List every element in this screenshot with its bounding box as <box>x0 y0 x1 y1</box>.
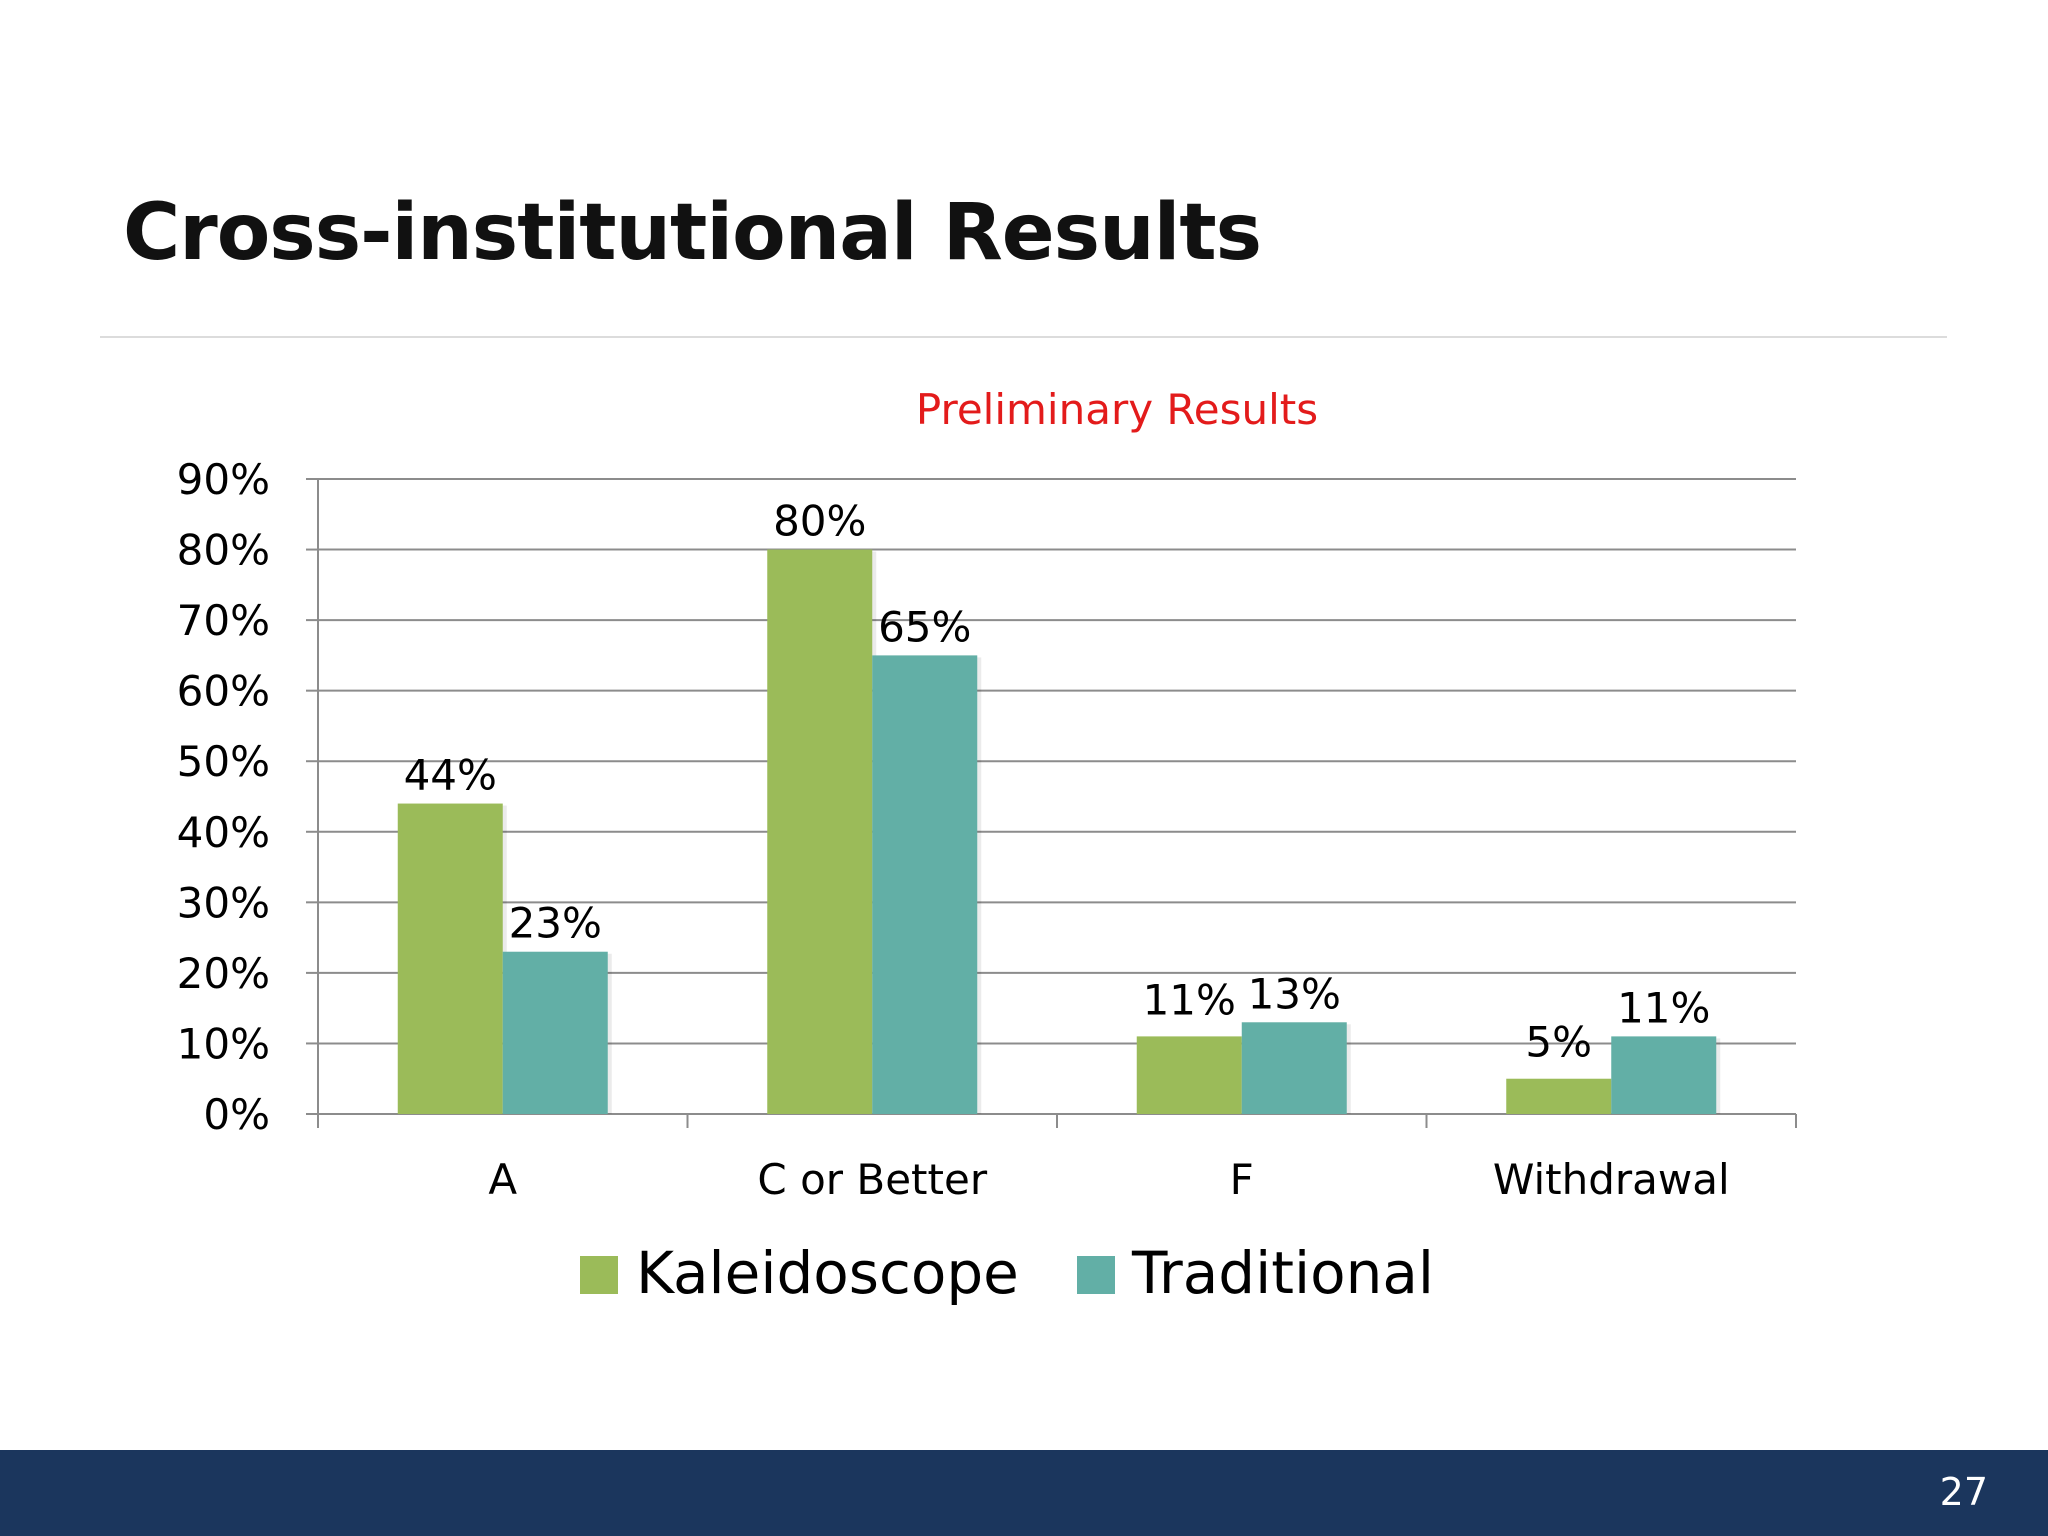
legend-label: Traditional <box>1131 1239 1434 1307</box>
y-tick-label: 80% <box>177 526 270 575</box>
y-tick-label: 0% <box>203 1090 270 1139</box>
x-tick-label: F <box>1230 1155 1254 1204</box>
bar-traditional <box>502 951 608 1114</box>
x-tick-label: Withdrawal <box>1493 1155 1730 1204</box>
y-tick-label: 90% <box>177 455 270 504</box>
bar-kaleidoscope <box>397 803 503 1114</box>
footer-bar: 27 <box>0 1450 2048 1536</box>
legend-swatch <box>1077 1256 1115 1294</box>
bar-kaleidoscope <box>767 549 873 1114</box>
page-number: 27 <box>1939 1470 1988 1514</box>
legend-label: Kaleidoscope <box>636 1239 1019 1307</box>
y-tick-label: 10% <box>177 1019 270 1068</box>
data-label: 44% <box>404 751 497 800</box>
data-label: 65% <box>878 602 971 651</box>
bar-traditional <box>872 655 978 1114</box>
title-divider <box>100 336 1947 338</box>
data-label: 80% <box>773 497 866 546</box>
bar-chart: Preliminary Results 0% 10% 20% 30% 40% 50% 60% 7… <box>177 385 1797 1307</box>
chart-title: Preliminary Results <box>916 385 1318 434</box>
y-tick-label: 40% <box>177 808 270 857</box>
legend-swatch <box>580 1256 618 1294</box>
bar-kaleidoscope <box>1136 1036 1242 1114</box>
bar-kaleidoscope <box>1506 1078 1612 1114</box>
bar-traditional <box>1241 1022 1347 1114</box>
x-tick-label: C or Better <box>757 1155 987 1204</box>
y-tick-label: 70% <box>177 596 270 645</box>
y-tick-label: 60% <box>177 667 270 716</box>
data-label: 5% <box>1525 1018 1592 1067</box>
data-label: 11% <box>1143 975 1236 1024</box>
y-tick-label: 20% <box>177 949 270 998</box>
data-label: 11% <box>1617 983 1710 1032</box>
data-label: 23% <box>509 899 602 948</box>
bar-traditional <box>1611 1036 1717 1114</box>
y-tick-label: 50% <box>177 737 270 786</box>
slide-title: Cross-institutional Results <box>123 188 1262 278</box>
data-label: 13% <box>1248 969 1341 1018</box>
x-tick-label: A <box>488 1155 517 1204</box>
y-tick-label: 30% <box>177 878 270 927</box>
